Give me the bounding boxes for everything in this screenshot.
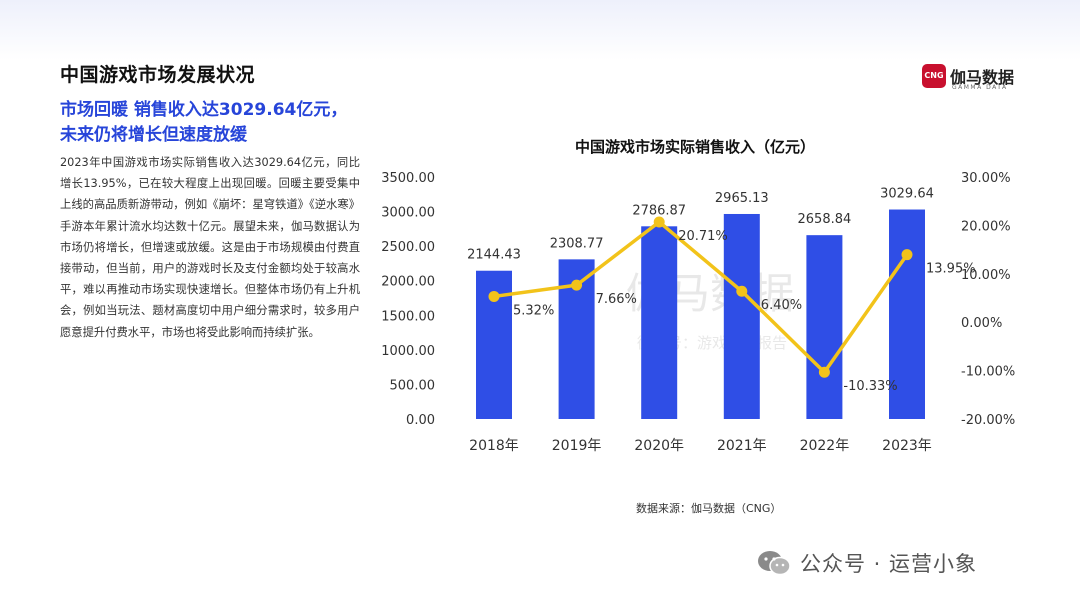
bar-value-label: 3029.64 (880, 187, 934, 202)
growth-value-label: 5.32% (513, 303, 554, 318)
x-tick-label: 2020年 (634, 438, 684, 454)
body-paragraph: 2023年中国游戏市场实际销售收入达3029.64亿元，同比增长13.95%，已… (60, 156, 360, 339)
headline-line-2: 未来仍将增长但速度放缓 (60, 125, 247, 145)
y-right-tick-label: -20.00% (961, 413, 1015, 428)
footer-watermark: 公众号 · 运营小象 (756, 548, 977, 578)
x-tick-label: 2023年 (882, 438, 932, 454)
y-axis-right: -20.00% -10.00% 0.00% 10.00% 20.00% 30.00% (961, 171, 1015, 428)
y-left-tick-label: 2500.00 (381, 240, 435, 255)
bar-value-label: 2786.87 (632, 203, 686, 218)
y-left-tick-label: 500.00 (390, 378, 436, 393)
y-left-tick-label: 1500.00 (381, 309, 435, 324)
headline: 市场回暖 销售收入达3029.64亿元， 未来仍将增长但速度放缓 (60, 98, 370, 148)
y-left-tick-label: 1000.00 (381, 344, 435, 359)
y-right-tick-label: 0.00% (961, 316, 1002, 331)
bar (889, 209, 925, 419)
logo-subtitle: GAMMA DATA (952, 84, 1008, 91)
logo-mark: CNG (922, 64, 946, 88)
y-left-tick-label: 0.00 (406, 413, 435, 428)
data-source-note: 数据来源：伽马数据（CNG） (636, 502, 782, 515)
growth-point (901, 249, 913, 261)
growth-line-series: 5.32% 7.66% 20.71% 6.40% -10.33% 13.95% (488, 216, 976, 394)
y-right-tick-label: 10.00% (961, 268, 1011, 283)
y-right-tick-label: 30.00% (961, 171, 1011, 186)
chart-title: 中国游戏市场实际销售收入（亿元） (575, 138, 815, 156)
x-tick-label: 2022年 (800, 438, 850, 454)
bar-value-label: 2144.43 (467, 248, 521, 263)
growth-point (736, 285, 748, 297)
growth-value-label: 6.40% (761, 298, 802, 313)
y-right-tick-label: 20.00% (961, 219, 1011, 234)
x-tick-label: 2021年 (717, 438, 767, 454)
x-tick-label: 2019年 (552, 438, 602, 454)
y-left-tick-label: 3500.00 (381, 171, 435, 186)
y-right-tick-label: -10.00% (961, 365, 1015, 380)
footer-watermark-text: 公众号 · 运营小象 (800, 552, 978, 576)
y-left-tick-label: 3000.00 (381, 206, 435, 221)
growth-point (488, 290, 500, 302)
x-tick-label: 2018年 (469, 438, 519, 454)
header-gradient (0, 0, 1080, 60)
bar (641, 226, 678, 419)
growth-value-label: 7.66% (596, 292, 637, 307)
growth-value-label: -10.33% (843, 379, 897, 394)
wechat-icon (758, 551, 791, 576)
growth-line (493, 220, 909, 374)
growth-point (818, 366, 830, 378)
y-left-tick-label: 2000.00 (381, 275, 435, 290)
page-title: 中国游戏市场发展状况 (60, 64, 256, 86)
growth-value-label: 20.71% (678, 229, 728, 244)
logo-name: 伽马数据 (950, 68, 1015, 87)
brand-logo: CNG 伽马数据 GAMMA DATA (922, 64, 1032, 94)
growth-point (571, 279, 583, 291)
bar-value-label: 2965.13 (715, 191, 769, 206)
y-axis-left: 0.00 500.00 1000.00 1500.00 2000.00 2500.00 30… (381, 171, 435, 428)
headline-line-1: 市场回暖 销售收入达3029.64亿元， (60, 100, 348, 120)
growth-value-label: 13.95% (926, 262, 976, 277)
x-axis: 2018年 2019年 2020年 2021年 2022年 2023年 (469, 438, 932, 454)
growth-point (653, 216, 665, 228)
bar (723, 213, 760, 419)
bar-value-label: 2308.77 (550, 236, 604, 251)
bar-value-label: 2658.84 (798, 212, 852, 227)
bar (806, 235, 843, 419)
bar-series: 2144.43 2308.77 2786.87 2965.13 2658.84 3029.… (467, 187, 934, 419)
